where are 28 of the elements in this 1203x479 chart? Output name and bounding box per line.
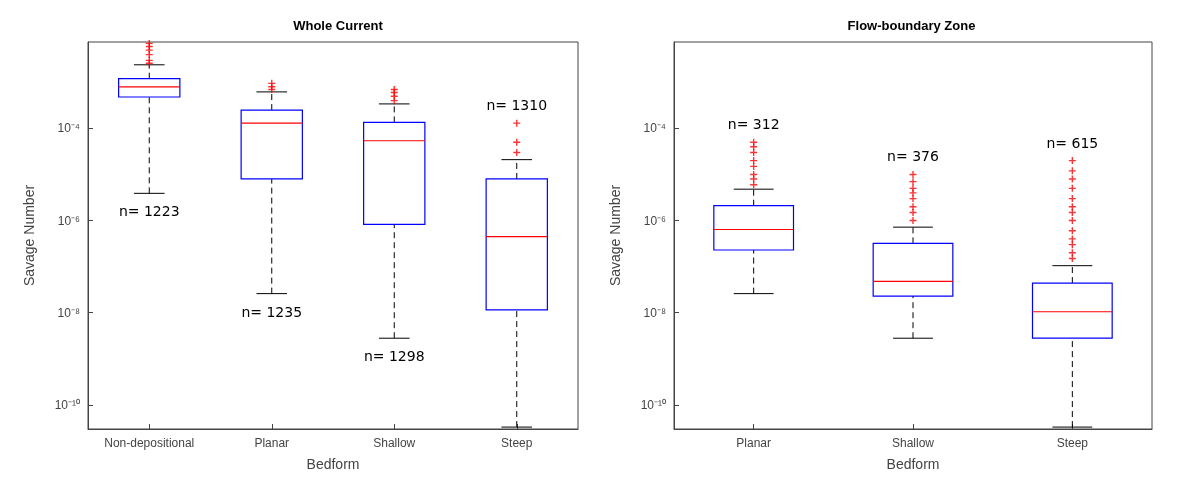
annotation: n= 615 [1046,134,1099,151]
y-axis-title: Savage Number [607,184,623,287]
x-tick-label: Shallow [891,436,935,450]
x-tick-label: Steep [1056,436,1089,450]
y-tick-label: 10⁻⁶ [643,213,667,228]
annotation: n= 1223 [118,203,180,220]
y-tick-label: 10⁻⁸ [643,305,666,320]
x-tick-label: Planar [254,436,290,450]
y-tick-label: 10⁻⁴ [57,121,80,136]
x-tick-label: Planar [736,436,772,450]
annotation: n= 312 [727,116,780,133]
y-tick-label: 10⁻¹⁰ [640,397,666,412]
chart-title: Whole Current [293,18,384,33]
chart-title: Flow-boundary Zone [847,18,976,33]
x-tick-label: Shallow [373,436,416,450]
annotation: n= 376 [887,148,939,165]
y-tick-label: 10⁻¹⁰ [54,397,80,412]
x-tick-label: Non-depositional [104,436,195,450]
annotation: n= 1235 [241,303,303,320]
annotation: n= 1298 [363,348,425,365]
y-tick-label: 10⁻⁸ [57,305,80,320]
y-axis-title: Savage Number [21,184,37,287]
x-tick-label: Steep [501,436,533,450]
y-tick-label: 10⁻⁶ [57,213,81,228]
x-axis-title: Bedform [886,456,940,472]
annotation: n= 1310 [486,97,548,114]
x-axis-title: Bedform [306,456,360,472]
y-tick-label: 10⁻⁴ [643,121,666,136]
